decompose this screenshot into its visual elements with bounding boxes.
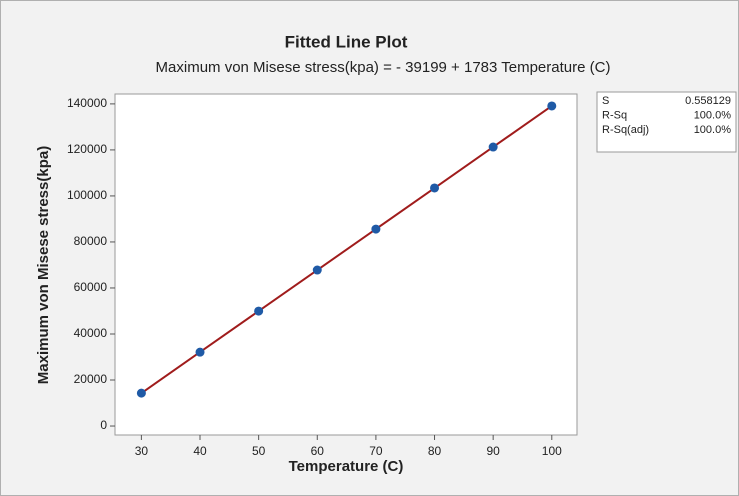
- y-tick-label: 20000: [74, 372, 108, 386]
- x-tick-label: 40: [193, 444, 207, 458]
- stat-name: R-Sq(adj): [602, 124, 649, 136]
- stat-value: 100.0%: [694, 109, 732, 121]
- x-tick-label: 80: [428, 444, 442, 458]
- y-tick-label: 80000: [74, 234, 108, 248]
- fit-line: [140, 105, 553, 394]
- data-point: [488, 142, 498, 152]
- stat-name: S: [602, 95, 609, 107]
- data-point: [195, 347, 205, 357]
- data-point: [254, 306, 264, 316]
- stat-name: R-Sq: [602, 109, 627, 121]
- data-point: [430, 183, 440, 193]
- x-tick-label: 50: [252, 444, 266, 458]
- y-tick-label: 100000: [67, 188, 107, 202]
- y-tick-label: 0: [100, 418, 107, 432]
- stat-value: 100.0%: [694, 124, 732, 136]
- y-tick-label: 120000: [67, 142, 107, 156]
- stat-value: 0.558129: [685, 95, 731, 107]
- x-tick-label: 30: [135, 444, 149, 458]
- y-tick-label: 60000: [74, 280, 108, 294]
- x-tick-label: 100: [542, 444, 562, 458]
- chart-subtitle: Maximum von Misese stress(kpa) = - 39199…: [156, 59, 611, 76]
- y-tick-label: 40000: [74, 326, 108, 340]
- x-tick-label: 90: [486, 444, 500, 458]
- x-axis-label: Temperature (C): [289, 458, 404, 475]
- stats-box: [596, 91, 737, 153]
- x-tick-label: 60: [311, 444, 325, 458]
- y-axis-label: Maximum von Misese stress(kpa): [35, 146, 52, 384]
- data-point: [312, 265, 322, 275]
- plot-area: [114, 93, 578, 436]
- data-point: [136, 388, 146, 398]
- data-point: [547, 101, 557, 111]
- x-tick-label: 70: [369, 444, 383, 458]
- data-point: [371, 224, 381, 234]
- chart-title: Fitted Line Plot: [285, 32, 408, 51]
- y-tick-label: 140000: [67, 96, 107, 110]
